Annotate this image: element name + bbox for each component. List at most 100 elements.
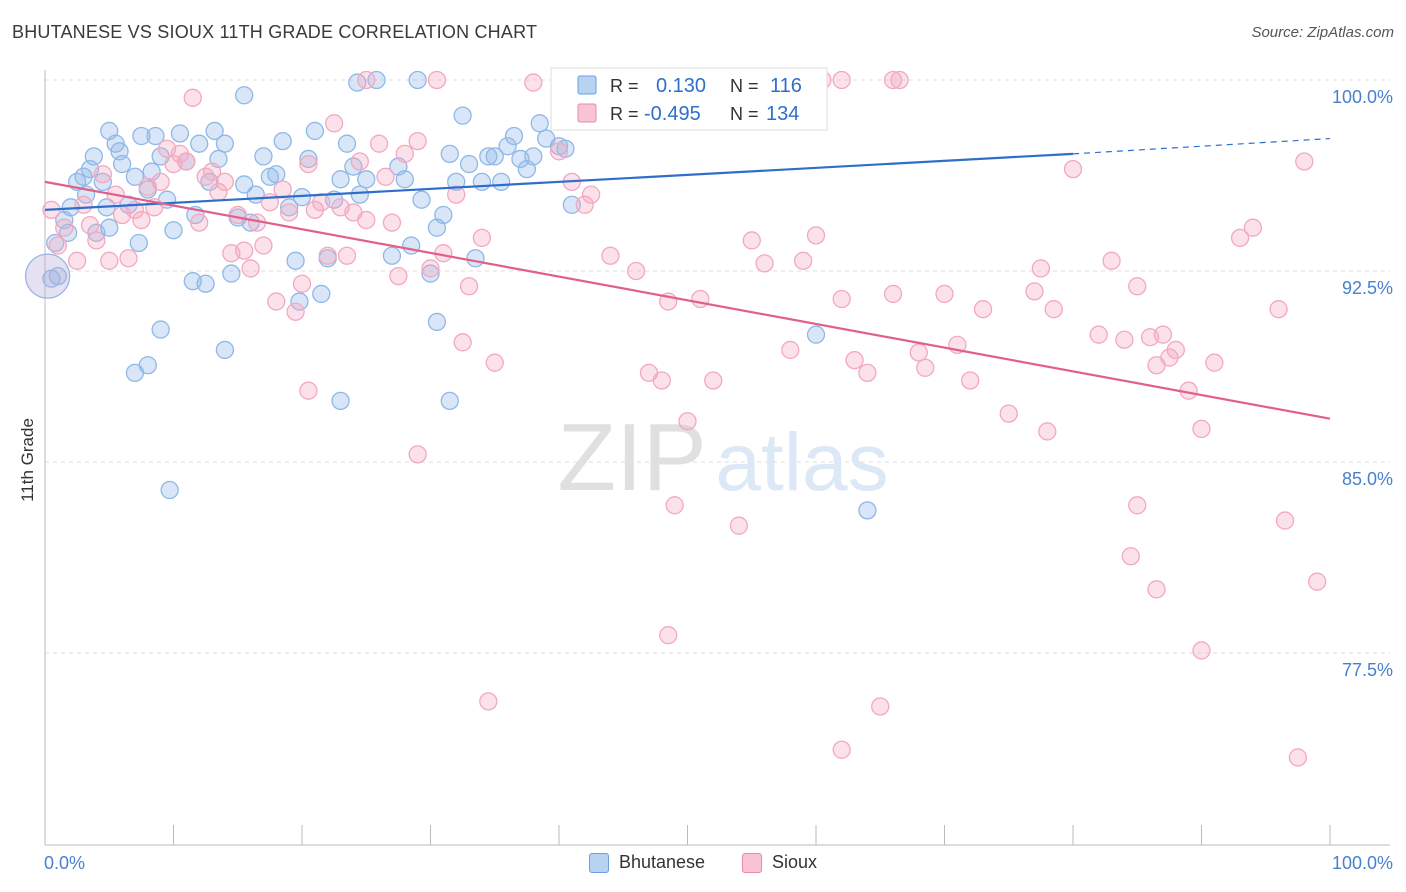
bhutanese-point xyxy=(466,249,485,268)
sioux-point xyxy=(1153,325,1173,344)
bhutanese-point xyxy=(129,233,148,253)
bhutanese-point xyxy=(160,480,179,500)
bhutanese-point xyxy=(290,292,309,311)
sioux-point xyxy=(973,300,993,319)
bhutanese-point xyxy=(498,137,517,156)
bhutanese-point xyxy=(146,126,165,146)
sioux-point xyxy=(1295,152,1314,171)
sioux-point xyxy=(601,246,620,265)
sioux-point xyxy=(286,302,305,321)
bhutanese-point xyxy=(170,124,190,143)
sioux-point xyxy=(909,343,928,362)
sioux-point xyxy=(1031,259,1051,278)
legend-swatch-bhutanese xyxy=(577,75,597,95)
sioux-point xyxy=(235,241,254,260)
bhutanese-point xyxy=(267,165,286,184)
bhutanese-point xyxy=(459,154,479,174)
sioux-point xyxy=(1121,547,1140,566)
sioux-point xyxy=(1063,159,1083,179)
sioux-point xyxy=(1025,282,1044,301)
bhutanese-cluster-point xyxy=(24,253,71,299)
bhutanese-point xyxy=(215,134,235,153)
bhutanese-point xyxy=(222,264,241,283)
bhutanese-point xyxy=(235,86,254,105)
sioux-point xyxy=(883,284,903,304)
sioux-point xyxy=(299,381,318,400)
bhutanese-point xyxy=(190,134,209,153)
legend-swatch-sioux xyxy=(577,103,597,123)
sioux-point xyxy=(190,213,209,232)
bhutanese-point xyxy=(273,131,292,151)
sioux-point xyxy=(119,249,138,268)
sioux-point xyxy=(858,363,877,383)
bhutanese-point xyxy=(151,320,170,339)
bhutanese-point xyxy=(395,170,414,189)
bhutanese-point xyxy=(440,391,459,411)
sioux-point xyxy=(427,70,447,90)
sioux-point xyxy=(1205,353,1224,372)
sioux-point xyxy=(729,516,749,535)
y-tick-labels: 100.0% 92.5% 85.0% 77.5% xyxy=(1332,87,1393,680)
sioux-point xyxy=(350,152,369,171)
sioux-point xyxy=(421,259,440,278)
sioux-point xyxy=(1038,422,1057,441)
sioux-point xyxy=(1269,300,1288,319)
sioux-point xyxy=(408,445,427,464)
sioux-point xyxy=(151,172,170,192)
bhutanese-point xyxy=(337,134,357,153)
sioux-point xyxy=(479,692,498,711)
axes xyxy=(44,70,1390,846)
sioux-point xyxy=(1044,300,1063,319)
x-tick-label: 100.0% xyxy=(1332,853,1393,873)
sioux-point xyxy=(1275,511,1295,530)
bhutanese-point xyxy=(472,172,492,192)
y-tick-label: 92.5% xyxy=(1342,278,1393,298)
sioux-point xyxy=(1128,277,1147,296)
sioux-point xyxy=(652,371,671,390)
sioux-point xyxy=(279,203,299,222)
sioux-point xyxy=(241,259,260,278)
sioux-point xyxy=(453,333,472,352)
sioux-point xyxy=(890,70,909,90)
bhutanese-point xyxy=(504,126,524,146)
svg-text:R =: R = xyxy=(610,76,639,96)
sioux-point xyxy=(549,142,569,161)
bhutanese-point xyxy=(562,195,581,214)
bhutanese-trend-line xyxy=(44,152,1074,211)
bhutanese-point xyxy=(125,363,145,383)
bhutanese-point xyxy=(100,218,119,237)
x-tick-label: 0.0% xyxy=(44,853,85,873)
sioux-point xyxy=(871,697,890,716)
bhutanese-point xyxy=(434,205,453,225)
bhutanese-point xyxy=(196,274,215,293)
sioux-point xyxy=(202,162,222,181)
bhutanese-point xyxy=(530,114,549,133)
sioux-point xyxy=(845,350,864,370)
sioux-point xyxy=(626,261,646,281)
bhutanese-point xyxy=(447,172,466,192)
bhutanese-point xyxy=(421,264,440,283)
sioux-point xyxy=(215,172,235,192)
bhutanese-point xyxy=(235,175,254,194)
sioux-point xyxy=(408,131,427,151)
sioux-point xyxy=(337,246,357,265)
bhutanese-point xyxy=(132,126,151,146)
bhutanese-point xyxy=(427,312,447,332)
bhutanese-point xyxy=(382,246,402,265)
sioux-point xyxy=(999,404,1018,423)
sioux-point xyxy=(459,277,479,296)
bhutanese-point xyxy=(279,198,299,217)
sioux-point xyxy=(659,626,678,645)
x-tick-labels: 0.0% 100.0% xyxy=(44,853,1393,873)
sioux-point xyxy=(318,246,337,265)
sioux-point xyxy=(254,236,273,255)
bhutanese-point xyxy=(331,170,350,189)
sioux-point xyxy=(382,213,402,232)
sioux-point xyxy=(832,289,851,309)
sioux-point xyxy=(575,195,594,214)
bhutanese-point xyxy=(524,147,543,166)
watermark: ZIP atlas xyxy=(557,404,888,511)
sioux-point xyxy=(93,165,112,184)
sioux-point xyxy=(1230,228,1250,248)
